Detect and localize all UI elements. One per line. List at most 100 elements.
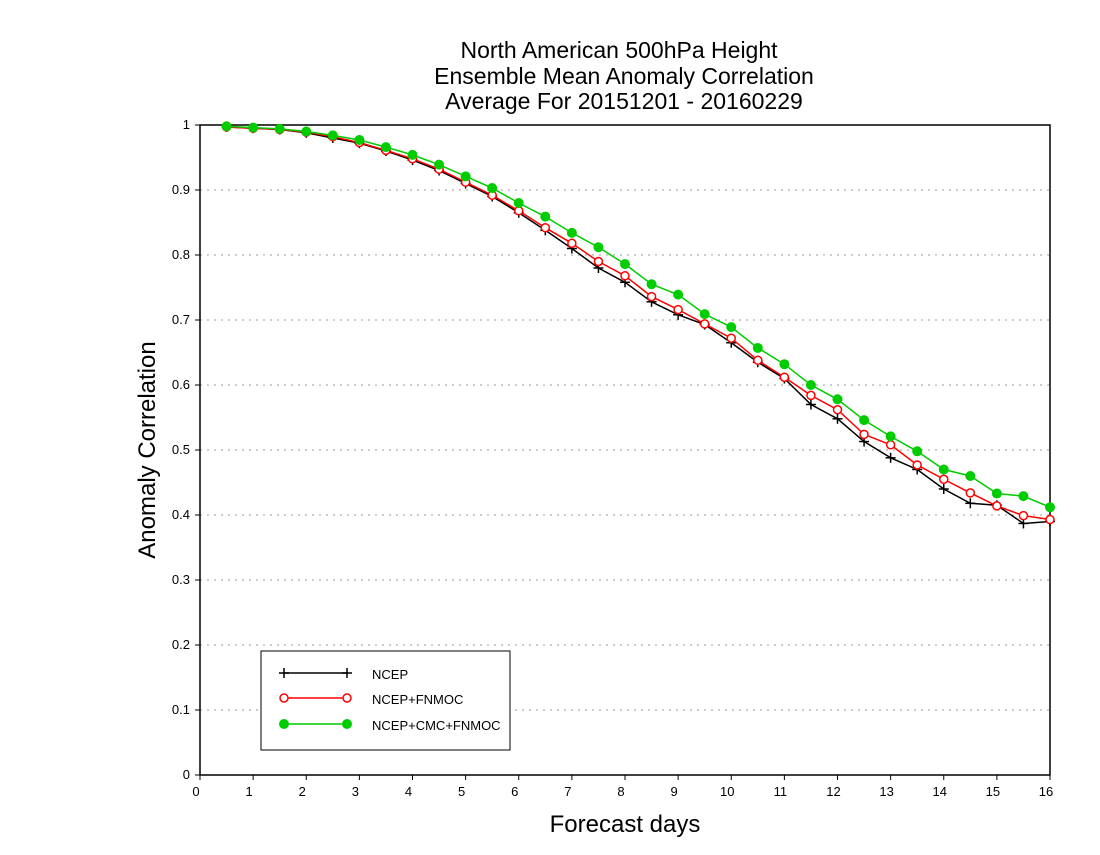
- x-tick-label: 5: [458, 784, 465, 799]
- data-point-ncep-fnmoc: [939, 474, 949, 484]
- x-tick-label: 13: [879, 784, 893, 799]
- x-tick-label: 12: [826, 784, 840, 799]
- data-point-ncep-fnmoc: [965, 488, 976, 498]
- x-tick-label: 14: [933, 784, 947, 799]
- data-point-ncep-fnmoc: [593, 256, 604, 267]
- y-tick-label: 0.4: [172, 507, 190, 522]
- data-point-ncep-cmc-fnmoc: [646, 279, 657, 290]
- legend: NCEP NCEP+FNMOC NCEP+CMC+FNMOC: [260, 650, 511, 751]
- data-point-ncep-fnmoc: [540, 222, 551, 233]
- data-point-ncep-cmc-fnmoc: [620, 259, 630, 270]
- data-point-ncep-fnmoc: [567, 238, 577, 249]
- data-point-ncep-fnmoc: [1018, 510, 1029, 521]
- x-tick-label: 1: [246, 784, 253, 799]
- data-point-ncep-fnmoc: [673, 304, 683, 315]
- data-point-ncep-cmc-fnmoc: [274, 123, 285, 134]
- legend-marker-ncep-fnmoc: [279, 693, 289, 703]
- x-tick-label: 10: [720, 784, 734, 799]
- data-point-ncep-cmc-fnmoc: [673, 289, 684, 300]
- data-point-ncep-cmc-fnmoc: [752, 342, 763, 353]
- data-point-ncep-cmc-fnmoc: [859, 415, 870, 426]
- x-tick-label: 6: [511, 784, 518, 799]
- data-point-ncep-fnmoc: [646, 291, 657, 302]
- data-point-ncep-cmc-fnmoc: [301, 126, 312, 137]
- data-point-ncep-cmc-fnmoc: [593, 242, 604, 253]
- y-tick-label: 0.6: [172, 377, 190, 392]
- x-axis-label: Forecast days: [550, 811, 701, 838]
- data-point-ncep-cmc-fnmoc: [699, 309, 710, 320]
- series-layer: [221, 121, 1055, 529]
- data-point-ncep-cmc-fnmoc: [991, 488, 1002, 499]
- data-point-ncep-fnmoc: [620, 271, 630, 281]
- data-point-ncep-fnmoc: [992, 501, 1002, 511]
- chart-title-line-2: Ensemble Mean Anomaly Correlation: [434, 63, 814, 89]
- data-point-ncep-cmc-fnmoc: [566, 227, 577, 238]
- x-tick-label: 0: [192, 784, 199, 799]
- data-point-ncep: [885, 452, 896, 463]
- data-point-ncep-fnmoc: [753, 355, 763, 366]
- data-point-ncep: [832, 413, 843, 424]
- legend-marker-ncep-fnmoc: [342, 693, 352, 703]
- x-tick-label: 15: [986, 784, 1000, 799]
- legend-marker-ncep: [279, 668, 289, 678]
- data-point-ncep: [938, 484, 949, 494]
- data-point-ncep-cmc-fnmoc: [805, 380, 816, 390]
- data-point-ncep-cmc-fnmoc: [1045, 502, 1055, 513]
- data-point-ncep-cmc-fnmoc: [434, 159, 445, 170]
- y-axis-label: Anomaly Correlation: [134, 341, 161, 558]
- data-point-ncep-cmc-fnmoc: [407, 149, 418, 160]
- x-tick-label: 9: [671, 784, 678, 799]
- data-point-ncep-cmc-fnmoc: [354, 134, 365, 145]
- legend-samples: [279, 668, 352, 729]
- data-point-ncep-fnmoc: [912, 460, 922, 470]
- grid-lines: [200, 189, 1050, 711]
- data-point-ncep: [805, 399, 816, 410]
- series-line-ncep-cmc-fnmoc: [226, 125, 1051, 508]
- data-point-ncep: [965, 498, 976, 509]
- data-point-ncep-cmc-fnmoc: [938, 464, 949, 475]
- legend-label-ncep-fnmoc: NCEP+FNMOC: [372, 692, 463, 707]
- y-tick-label: 0.3: [172, 572, 190, 587]
- legend-label-ncep: NCEP: [372, 667, 408, 682]
- y-tick-label: 1: [183, 117, 190, 132]
- data-point-ncep-fnmoc: [832, 404, 843, 415]
- data-point-ncep-cmc-fnmoc: [513, 198, 524, 208]
- series-ncep: [221, 121, 1055, 529]
- y-tick-label: 0.5: [172, 442, 190, 457]
- legend-label-ncep-cmc-fnmoc: NCEP+CMC+FNMOC: [372, 718, 501, 733]
- data-point-ncep-fnmoc: [806, 390, 816, 401]
- data-point-ncep-fnmoc: [779, 372, 790, 382]
- x-tick-label: 16: [1039, 784, 1053, 799]
- chart-title-line-3: Average For 20151201 - 20160229: [445, 88, 803, 114]
- series-ncep-fnmoc: [221, 122, 1055, 525]
- data-point-ncep-cmc-fnmoc: [487, 183, 498, 194]
- y-tick-label: 0.2: [172, 637, 190, 652]
- y-tick-label: 0.7: [172, 312, 190, 327]
- chart-title-line-1: North American 500hPa Height: [460, 37, 778, 63]
- data-point-ncep-fnmoc: [699, 319, 710, 329]
- data-point-ncep-cmc-fnmoc: [965, 471, 976, 481]
- series-ncep-cmc-fnmoc: [221, 121, 1055, 513]
- legend-marker-ncep-cmc-fnmoc: [342, 719, 352, 729]
- x-tick-label: 4: [405, 784, 412, 799]
- y-tick-label: 0.8: [172, 247, 190, 262]
- y-tick-label: 0.9: [172, 182, 190, 197]
- series-line-ncep: [226, 126, 1051, 525]
- legend-box: [260, 650, 511, 751]
- data-point-ncep-cmc-fnmoc: [1018, 491, 1029, 502]
- data-point-ncep-cmc-fnmoc: [380, 142, 391, 153]
- data-point-ncep-cmc-fnmoc: [832, 394, 843, 405]
- data-point-ncep-cmc-fnmoc: [779, 359, 790, 370]
- data-point-ncep-fnmoc: [1045, 514, 1055, 525]
- legend-marker-ncep: [342, 668, 352, 678]
- data-point-ncep-fnmoc: [859, 429, 869, 440]
- y-tick-label: 0.1: [172, 702, 190, 717]
- data-point-ncep-cmc-fnmoc: [885, 431, 896, 442]
- axis-ticks: 00.10.20.30.40.50.60.70.80.910 1 2 3 4 5 6 7 8 9 1…: [172, 117, 1053, 799]
- data-point-ncep-fnmoc: [726, 333, 736, 343]
- x-tick-label: 8: [617, 784, 624, 799]
- x-tick-label: 7: [564, 784, 571, 799]
- y-tick-label: 0: [183, 767, 190, 782]
